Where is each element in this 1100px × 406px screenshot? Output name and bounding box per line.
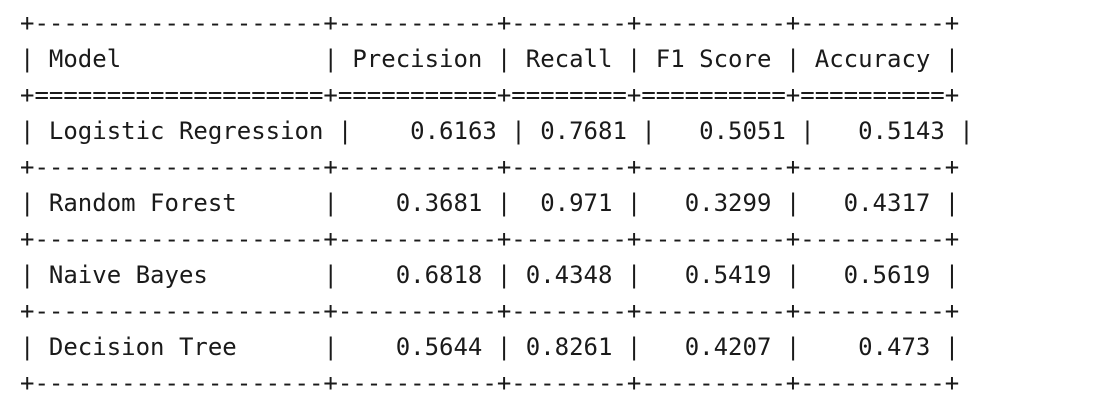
- table-cell: 0.6163: [352, 117, 512, 145]
- table-cell: Model: [34, 45, 324, 73]
- table-cell: 0.3299: [641, 189, 786, 217]
- table-cell: 0.6818: [337, 261, 497, 289]
- table-row: | Logistic Regression | 0.6163 | 0.7681 …: [20, 117, 974, 145]
- table-row: | Random Forest | 0.3681 | 0.971 | 0.329…: [20, 189, 960, 217]
- table-border: +--------------------+-----------+------…: [20, 9, 960, 37]
- table-row: | Naive Bayes | 0.6818 | 0.4348 | 0.5419…: [20, 261, 960, 289]
- table-border: +--------------------+-----------+------…: [20, 153, 960, 181]
- table-cell: 0.4317: [800, 189, 945, 217]
- table-cell: Recall: [511, 45, 627, 73]
- table-border: +--------------------+-----------+------…: [20, 369, 960, 397]
- table-cell: 0.3681: [337, 189, 497, 217]
- table-cell: Random Forest: [34, 189, 324, 217]
- table-cell: Accuracy: [800, 45, 945, 73]
- table-border: +--------------------+-----------+------…: [20, 225, 960, 253]
- results-table: +--------------------+-----------+------…: [20, 5, 974, 401]
- table-header-border: +====================+===========+======…: [20, 81, 960, 109]
- table-cell: 0.971: [511, 189, 627, 217]
- table-border: +--------------------+-----------+------…: [20, 297, 960, 325]
- table-cell: 0.5051: [655, 117, 801, 145]
- table-row: | Decision Tree | 0.5644 | 0.8261 | 0.42…: [20, 333, 960, 361]
- table-cell: F1 Score: [641, 45, 786, 73]
- table-cell: Decision Tree: [34, 333, 324, 361]
- table-cell: Precision: [337, 45, 497, 73]
- table-cell: 0.473: [800, 333, 945, 361]
- table-header-row: | Model | Precision | Recall | F1 Score …: [20, 45, 960, 73]
- table-cell: 0.5143: [814, 117, 960, 145]
- table-cell: Logistic Regression: [34, 117, 338, 145]
- table-cell: 0.5644: [337, 333, 497, 361]
- table-cell: 0.5419: [641, 261, 786, 289]
- table-cell: 0.8261: [511, 333, 627, 361]
- table-cell: 0.4207: [641, 333, 786, 361]
- table-cell: 0.7681: [525, 117, 642, 145]
- table-cell: 0.4348: [511, 261, 627, 289]
- table-cell: Naive Bayes: [34, 261, 324, 289]
- table-cell: 0.5619: [800, 261, 945, 289]
